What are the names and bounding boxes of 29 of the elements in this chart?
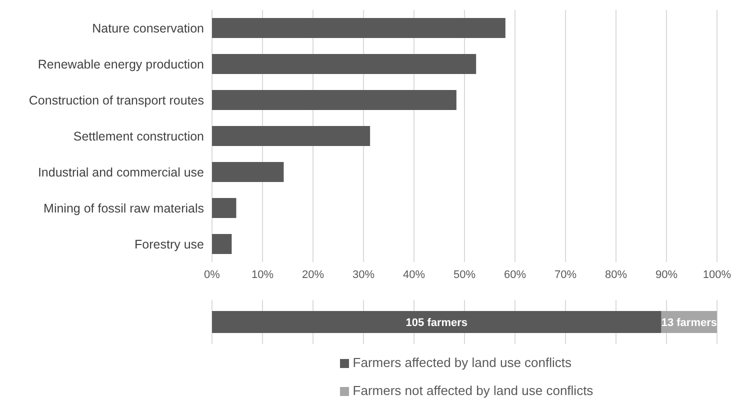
- x-tick-label: 100%: [702, 268, 731, 281]
- x-tick-label: 50%: [453, 268, 476, 281]
- bar: [212, 18, 506, 38]
- y-tick-label: Nature conservation: [92, 21, 204, 36]
- x-tick-label: 0%: [204, 268, 220, 281]
- x-tick-label: 70%: [554, 268, 577, 281]
- legend-label: Farmers not affected by land use conflicts: [352, 383, 594, 398]
- bar: [212, 234, 232, 254]
- legend-label: Farmers affected by land use conflicts: [352, 355, 572, 370]
- y-tick-label: Settlement construction: [73, 129, 204, 144]
- bar: [212, 198, 236, 218]
- bar: [212, 126, 370, 146]
- data-label: 13 farmers: [661, 317, 718, 329]
- x-tick-label: 30%: [352, 268, 375, 281]
- y-tick-label: Industrial and commercial use: [38, 165, 204, 180]
- x-tick-label: 40%: [402, 268, 426, 281]
- x-tick-label: 80%: [604, 268, 628, 281]
- x-tick-label: 20%: [302, 268, 324, 281]
- x-tick-label: 60%: [504, 268, 526, 281]
- bar: [212, 90, 456, 110]
- bar: [212, 54, 476, 74]
- y-tick-label: Mining of fossil raw materials: [44, 201, 204, 216]
- y-tick-label: Forestry use: [134, 237, 204, 252]
- y-tick-label: Construction of transport routes: [28, 93, 204, 108]
- x-tick-label: 90%: [655, 268, 678, 281]
- bar: [212, 162, 284, 182]
- x-tick-label: 10%: [251, 268, 274, 281]
- y-tick-label: Renewable energy production: [38, 57, 204, 72]
- data-label: 105 farmers: [406, 317, 468, 329]
